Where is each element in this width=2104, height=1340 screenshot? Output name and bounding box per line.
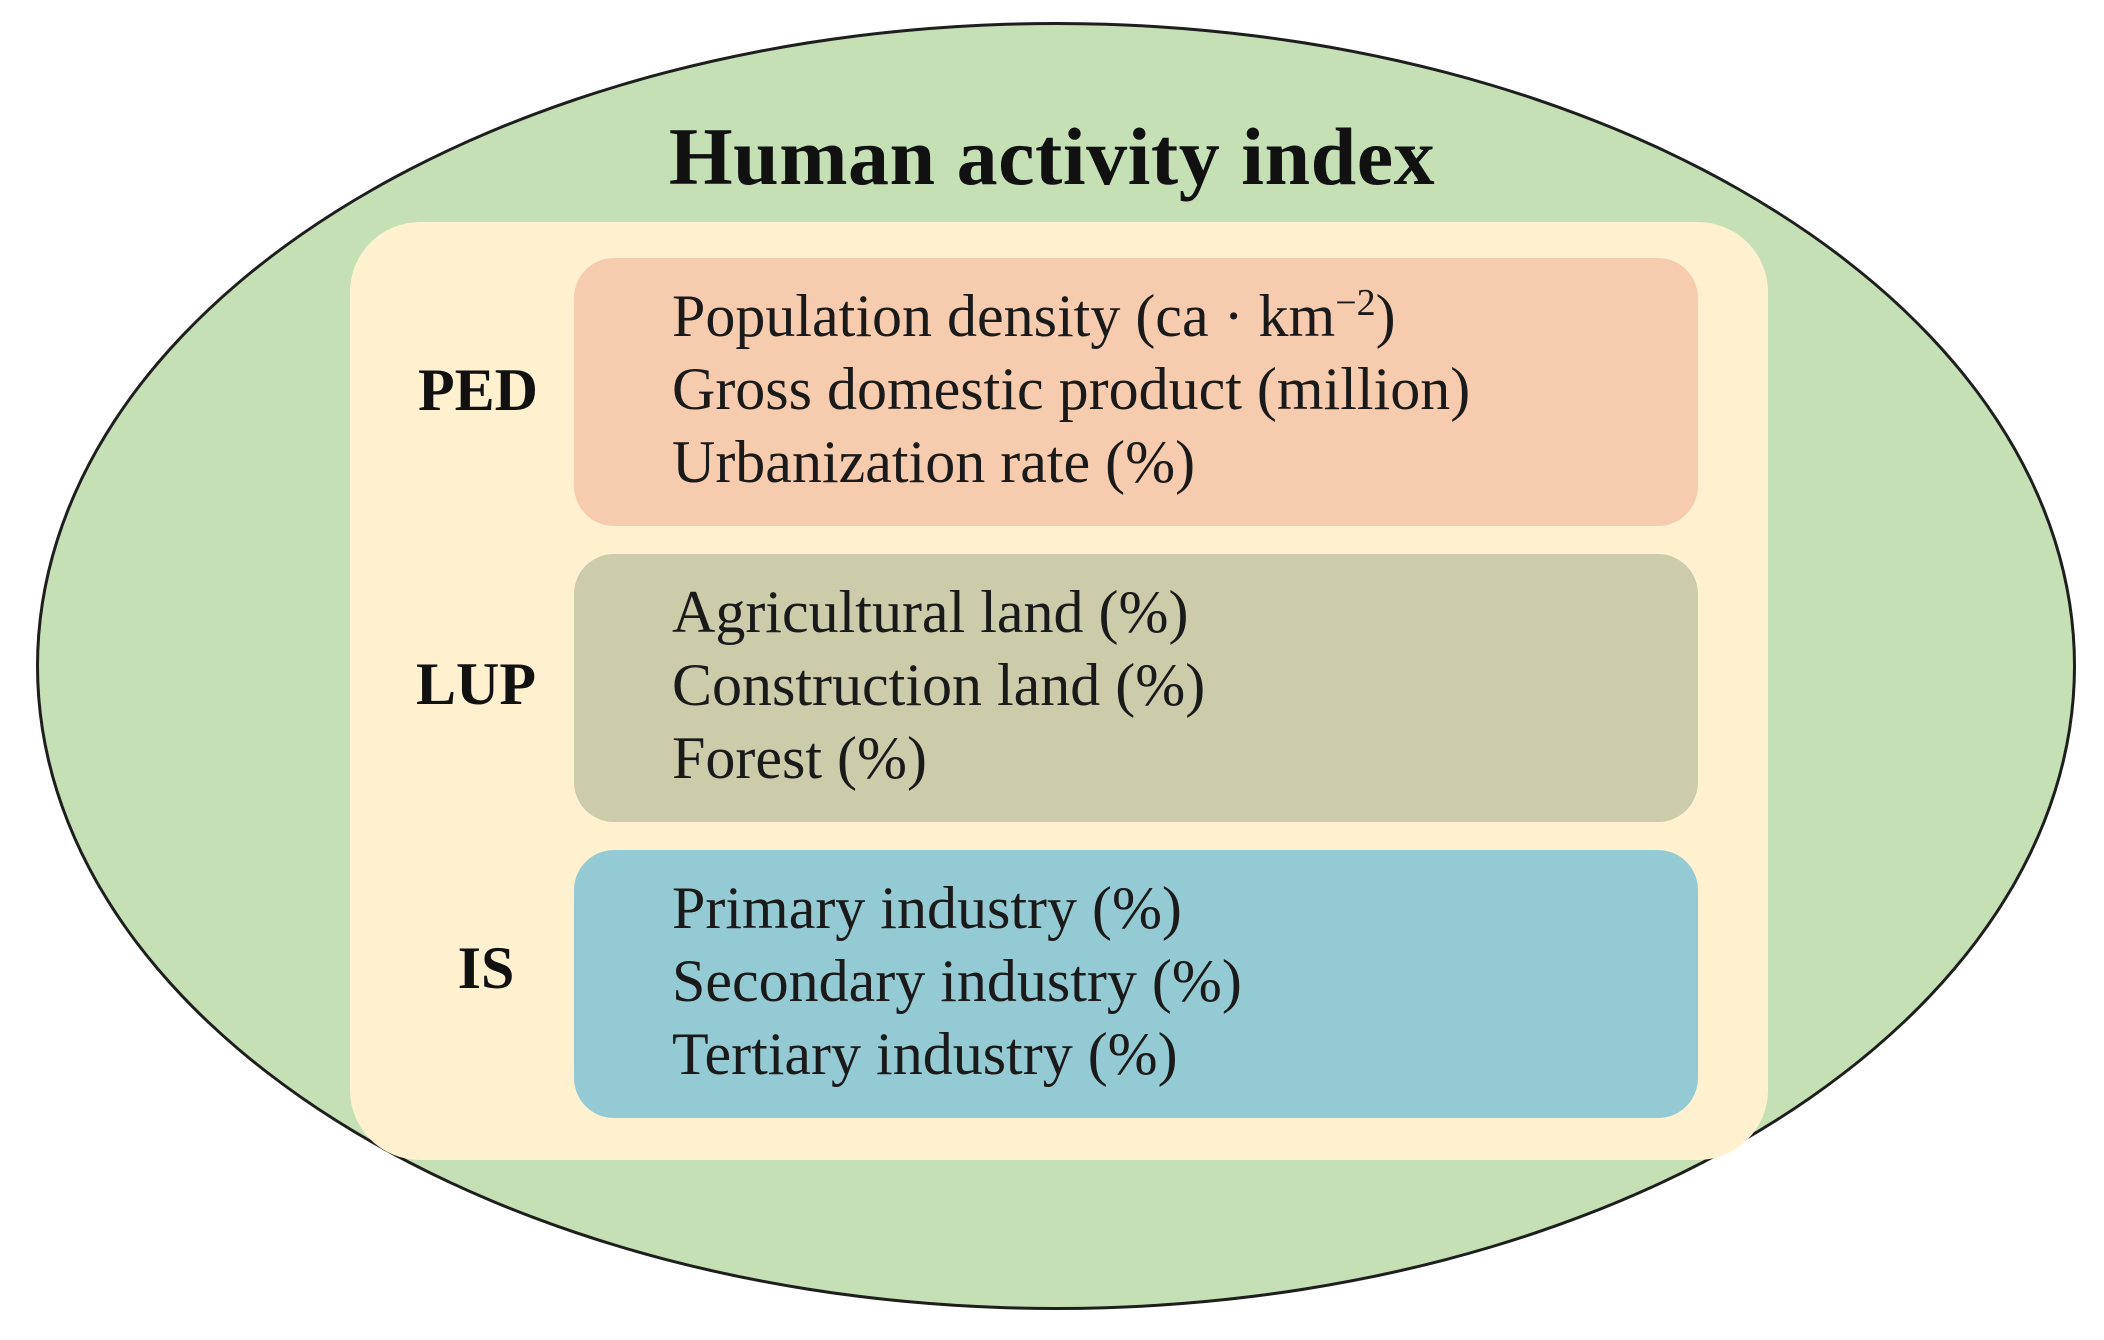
- item-agricultural-land: Agricultural land (%): [672, 579, 1189, 645]
- item-secondary-industry: Secondary industry (%): [672, 948, 1242, 1014]
- item-population-density: Population density (ca · km−2): [672, 280, 1698, 353]
- item-population-density-suffix: ): [1375, 283, 1396, 349]
- group-label-lup: LUP: [416, 651, 536, 717]
- item-urbanization-rate: Urbanization rate (%): [672, 429, 1196, 495]
- item-primary-industry: Primary industry (%): [672, 875, 1182, 941]
- group-box-is: Primary industry (%) Secondary industry …: [574, 850, 1698, 1118]
- item-construction-land: Construction land (%): [672, 652, 1206, 718]
- item-forest: Forest (%): [672, 725, 927, 791]
- item-population-density-superscript: −2: [1335, 282, 1376, 324]
- group-box-ped: Population density (ca · km−2) Gross dom…: [574, 258, 1698, 526]
- diagram-title: Human activity index: [668, 111, 1436, 202]
- item-population-density-text: Population density (ca · km: [672, 283, 1336, 349]
- group-box-lup: Agricultural land (%) Construction land …: [574, 554, 1698, 822]
- group-label-is: IS: [457, 935, 515, 1001]
- group-label-ped: PED: [418, 357, 538, 423]
- item-tertiary-industry: Tertiary industry (%): [672, 1021, 1178, 1087]
- item-gross-domestic-product: Gross domestic product (million): [672, 356, 1471, 422]
